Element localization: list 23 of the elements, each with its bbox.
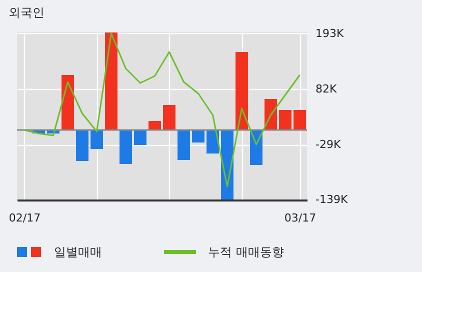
y-tick-label: 82K <box>316 82 338 96</box>
bar <box>105 32 118 130</box>
line-series <box>24 32 300 188</box>
y-tick-label: -29K <box>316 138 342 151</box>
x-tick-label: 03/17 <box>284 212 316 224</box>
bar <box>62 75 74 130</box>
bar <box>178 130 190 160</box>
chart-title: 외국인 <box>8 6 44 20</box>
bar <box>163 105 176 130</box>
bar <box>134 130 146 145</box>
y-tick-label: 193K <box>316 27 344 40</box>
bar <box>120 130 132 164</box>
bar <box>90 130 103 149</box>
x-tick-label: 02/17 <box>8 212 41 224</box>
bar <box>294 110 306 130</box>
bar <box>148 121 161 130</box>
legend-label: 일별매매 <box>54 245 102 259</box>
bar <box>192 130 204 142</box>
bar <box>279 110 292 130</box>
legend-label: 누적 매매동향 <box>208 245 284 259</box>
y-tick-label: -139K <box>316 193 348 206</box>
bar <box>76 130 88 161</box>
bar <box>236 52 248 130</box>
